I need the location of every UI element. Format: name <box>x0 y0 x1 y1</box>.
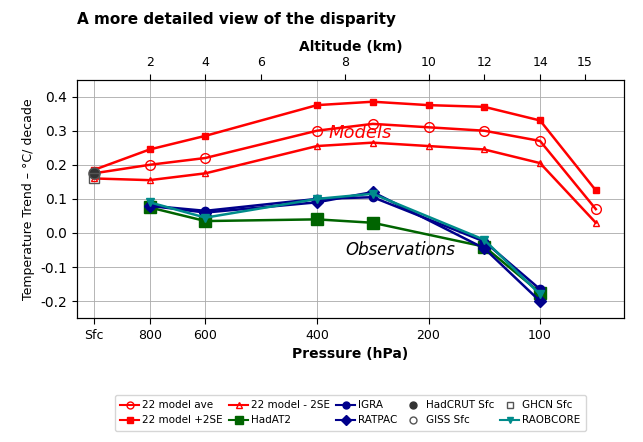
Legend: 22 model ave, 22 model +2SE, 22 model - 2SE, HadAT2, IGRA, RATPAC, HadCRUT Sfc, : 22 model ave, 22 model +2SE, 22 model - … <box>115 395 586 431</box>
Text: Observations: Observations <box>345 241 455 259</box>
X-axis label: Pressure (hPa): Pressure (hPa) <box>293 347 408 361</box>
Y-axis label: Temperature Trend – °C/ decade: Temperature Trend – °C/ decade <box>22 98 35 300</box>
Text: A more detailed view of the disparity: A more detailed view of the disparity <box>77 12 396 27</box>
X-axis label: Altitude (km): Altitude (km) <box>298 40 403 53</box>
Text: Models: Models <box>328 123 392 141</box>
